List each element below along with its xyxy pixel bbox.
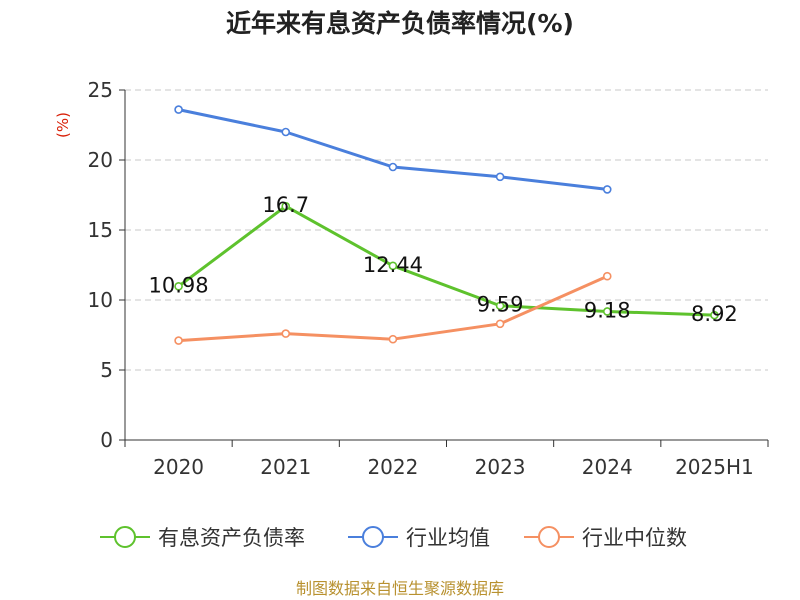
y-tick-label: 15 (88, 218, 113, 242)
y-tick-label: 10 (88, 288, 113, 312)
data-point (174, 105, 183, 114)
x-tick-label: 2025H1 (675, 455, 754, 479)
data-label: 16.7 (262, 193, 309, 217)
data-point (495, 319, 505, 329)
legend-label: 行业中位数 (582, 526, 687, 550)
data-label: 10.98 (149, 273, 209, 297)
data-label: 8.92 (691, 302, 738, 326)
y-tick-label: 25 (88, 78, 113, 102)
x-tick-label: 2022 (367, 455, 418, 479)
data-labels: 10.98 16.7 12.44 9.59 9.18 8.92 (149, 193, 738, 326)
data-point (388, 162, 398, 172)
data-point (388, 261, 398, 271)
axes: 0 5 10 15 20 25 2020 2021 2022 2023 2024 2025H1 (88, 78, 769, 479)
legend-label: 行业均值 (406, 526, 490, 550)
data-point (174, 281, 183, 291)
legend-marker (114, 526, 136, 548)
legend-marker (538, 526, 560, 548)
data-point (710, 310, 719, 320)
gridlines (125, 89, 768, 371)
x-tick-label: 2020 (153, 455, 204, 479)
data-label: 9.59 (477, 293, 524, 317)
source-note: 制图数据来自恒生聚源数据库 (296, 579, 504, 598)
x-tick-label: 2023 (475, 455, 526, 479)
x-tick-label: 2021 (260, 455, 311, 479)
data-point (281, 329, 291, 338)
series-line (177, 204, 715, 317)
series-lines (174, 105, 719, 345)
chart-title: 近年来有息资产负债率情况(%) (226, 9, 574, 38)
data-point (602, 185, 612, 194)
legend: 有息资产负债率 行业均值 行业中位数 (100, 526, 687, 550)
data-point (281, 127, 291, 137)
data-label: 9.18 (584, 298, 631, 322)
data-point (281, 201, 291, 211)
legend-marker (362, 526, 384, 548)
data-point (388, 334, 398, 344)
data-point (174, 336, 183, 345)
y-tick-label: 20 (88, 148, 113, 172)
y-tick-label: 0 (100, 428, 113, 452)
legend-label: 有息资产负债率 (158, 526, 305, 550)
data-point (602, 307, 612, 316)
y-tick-label: 5 (100, 358, 113, 382)
data-point (495, 172, 505, 182)
data-point (602, 271, 612, 281)
data-label: 12.44 (363, 253, 423, 277)
y-axis-label: (%) (54, 112, 72, 138)
x-tick-label: 2024 (582, 455, 633, 479)
series-line (178, 108, 608, 191)
data-point (495, 301, 505, 311)
